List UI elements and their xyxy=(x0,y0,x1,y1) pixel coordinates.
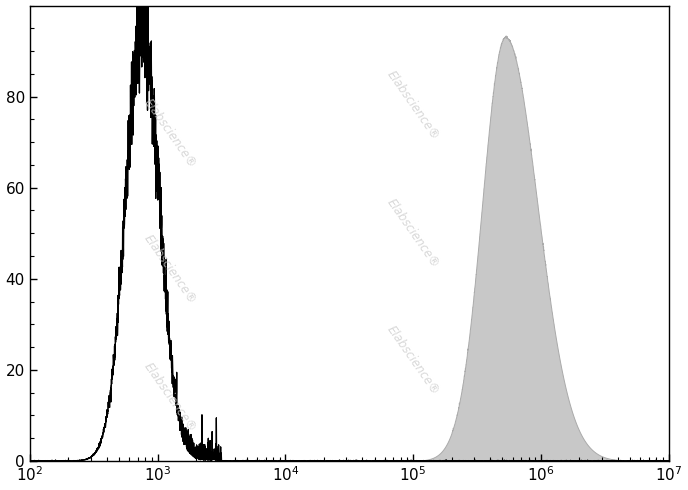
Text: Elabscience®: Elabscience® xyxy=(385,69,442,143)
Text: Elabscience®: Elabscience® xyxy=(385,196,442,270)
Text: Elabscience®: Elabscience® xyxy=(142,96,199,170)
Text: Elabscience®: Elabscience® xyxy=(142,233,199,307)
Text: Elabscience®: Elabscience® xyxy=(385,323,442,398)
Text: Elabscience®: Elabscience® xyxy=(142,360,199,434)
